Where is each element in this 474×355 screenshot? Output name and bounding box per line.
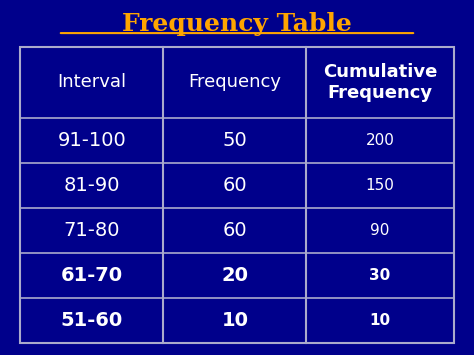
Text: 60: 60 [222, 221, 247, 240]
Text: 10: 10 [370, 313, 391, 328]
Text: 91-100: 91-100 [57, 131, 126, 150]
Text: 61-70: 61-70 [61, 266, 123, 285]
Text: 30: 30 [369, 268, 391, 283]
Text: 20: 20 [221, 266, 248, 285]
Text: 71-80: 71-80 [64, 221, 120, 240]
Text: Cumulative
Frequency: Cumulative Frequency [323, 63, 437, 102]
Text: 51-60: 51-60 [61, 311, 123, 330]
Text: Interval: Interval [57, 73, 127, 91]
Text: 150: 150 [365, 178, 394, 193]
Text: 50: 50 [222, 131, 247, 150]
Text: 81-90: 81-90 [64, 176, 120, 195]
Text: Frequency: Frequency [188, 73, 282, 91]
Text: 60: 60 [222, 176, 247, 195]
Text: 10: 10 [221, 311, 248, 330]
Text: Frequency Table: Frequency Table [122, 12, 352, 36]
Text: 90: 90 [370, 223, 390, 238]
Text: 200: 200 [365, 133, 394, 148]
